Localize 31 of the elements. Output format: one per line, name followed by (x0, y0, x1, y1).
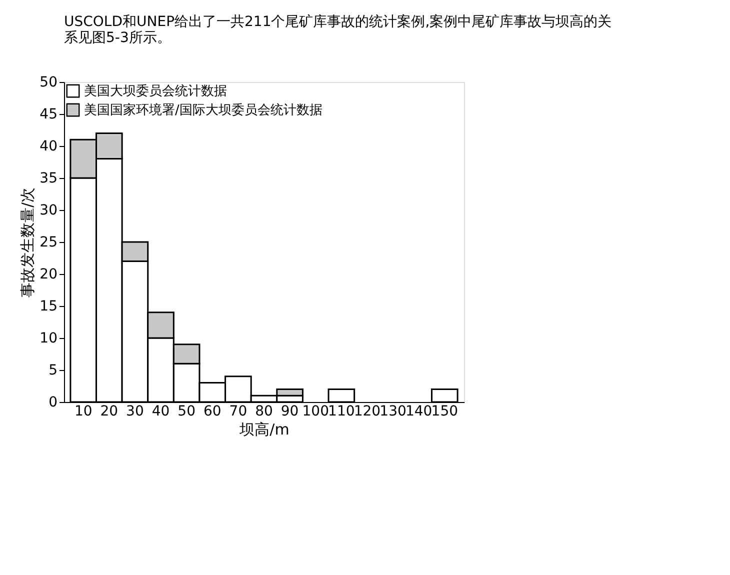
y-tick-label: 45 (40, 106, 58, 122)
x-tick-label: 80 (255, 404, 273, 420)
y-tick-label: 15 (40, 298, 58, 314)
y-tick-label: 0 (48, 394, 58, 410)
y-tick-label: 50 (40, 74, 58, 90)
y-tick-label: 40 (40, 138, 58, 154)
x-tick-label: 10 (74, 404, 92, 420)
x-tick-label: 140 (405, 404, 432, 420)
y-tick-label: 35 (40, 170, 58, 186)
x-axis-title: 坝高/m (238, 420, 290, 438)
legend-label: 美国大坝委员会统计数据 (84, 83, 227, 99)
y-tick-label: 20 (40, 266, 58, 282)
y-tick-label: 30 (40, 202, 58, 218)
x-tick-label: 70 (229, 404, 248, 420)
y-axis-title: 事故发生数量/次 (18, 187, 37, 298)
x-tick-label: 40 (152, 404, 170, 420)
x-tick-label: 100 (302, 404, 329, 420)
x-tick-label: 110 (328, 404, 355, 420)
legend-label: 美国国家环境署/国际大坝委员会统计数据 (84, 102, 322, 118)
x-tick-label: 130 (380, 404, 406, 420)
x-tick-label: 20 (100, 404, 118, 420)
x-tick-label: 30 (126, 404, 144, 420)
x-tick-label: 50 (178, 404, 196, 420)
chart-title: USCOLD和UNEP给出了一共211个尾矿库事故的统计案例,案例中尾矿库事故与坝高的关系见图5-3所示。 (64, 13, 612, 46)
y-tick-label: 5 (48, 362, 58, 378)
x-tick-label: 60 (203, 404, 222, 420)
x-tick-label: 120 (354, 404, 381, 420)
x-tick-label: 150 (431, 404, 458, 420)
x-tick-label: 90 (280, 404, 299, 420)
y-tick-label: 10 (40, 330, 58, 346)
y-tick-label: 25 (40, 234, 58, 250)
